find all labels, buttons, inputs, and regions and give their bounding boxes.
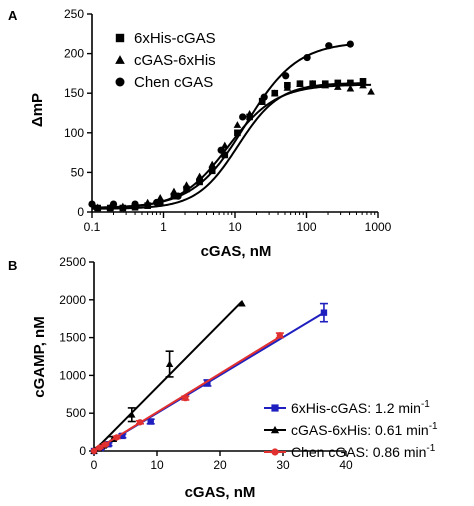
legend-marker-chen-cgas-0-86-min — [271, 448, 279, 456]
data-point-6xhis-cgas-1-2-min — [320, 309, 328, 316]
data-point-chen-cgas — [109, 200, 118, 208]
panel-a-y-tick-label: 250 — [64, 7, 84, 21]
panel-a-label: A — [8, 8, 18, 23]
data-point-cgas-6xhis — [156, 193, 165, 201]
series-line-chen-cgas-0-86-min — [93, 335, 281, 452]
data-point-chen-cgas — [346, 40, 354, 48]
data-point-6xhis-cgas — [183, 185, 190, 193]
panel-a-y-tick-label: 100 — [64, 126, 84, 140]
panel-b-x-axis-title: cGAS, nM — [185, 484, 256, 501]
legend-marker-cgas-6xhis — [115, 55, 125, 64]
data-point-6xhis-cgas-1-2-min — [119, 432, 126, 440]
legend-superscript-chen-cgas-0-86-min: -1 — [426, 443, 435, 454]
panel-b-x-tick-label: 10 — [150, 458, 164, 472]
data-point-chen-cgas — [217, 146, 225, 154]
panel-a-x-tick-label: 0.1 — [84, 220, 101, 234]
legend-marker-6xhis-cgas-1-2-min — [271, 404, 279, 412]
legend-superscript-6xhis-cgas-1-2-min: -1 — [421, 399, 430, 410]
panel-a-y-tick-label: 0 — [77, 205, 84, 219]
data-point-cgas-6xhis — [283, 83, 292, 91]
data-point-chen-cgas — [174, 192, 182, 200]
data-point-cgas-6xhis — [208, 160, 217, 168]
data-point-cgas-6xhis — [308, 79, 317, 87]
panel-b-y-tick-label: 1000 — [59, 368, 86, 382]
legend-superscript-cgas-6xhis-0-61-min: -1 — [429, 421, 438, 432]
panel-b-y-tick-label: 1500 — [59, 331, 86, 345]
data-point-cgas-6xhis — [296, 79, 304, 87]
panel-a-y-tick-label: 50 — [71, 165, 85, 179]
panel-a-y-tick-label: 200 — [64, 47, 84, 61]
data-point-cgas-6xhis — [359, 81, 367, 89]
panel-a-x-axis-title: cGAS, nM — [201, 243, 272, 260]
data-point-chen-cgas-0-86-min — [102, 441, 109, 448]
data-point-chen-cgas — [152, 198, 161, 207]
panel-b-y-tick-label: 2000 — [59, 293, 86, 307]
panel-b-x-tick-label: 20 — [213, 458, 227, 472]
data-point-chen-cgas-0-86-min — [276, 332, 284, 339]
panel-b-y-tick-label: 0 — [79, 444, 86, 458]
panel-b-label: B — [8, 258, 17, 273]
data-point-chen-cgas — [131, 200, 139, 208]
panel-a-y-tick-label: 150 — [64, 86, 84, 100]
data-point-chen-cgas — [196, 176, 204, 184]
data-point-6xhis-cgas — [359, 78, 367, 85]
legend-label-chen-cgas-0-86-min: Chen cGAS: 0.86 min-1 — [291, 443, 436, 460]
data-point-6xhis-cgas — [234, 129, 241, 137]
data-point-chen-cgas-0-86-min — [90, 447, 98, 455]
data-point-chen-cgas — [239, 113, 247, 121]
legend-marker-chen-cgas — [115, 77, 125, 87]
panel-b-x-tick-label: 0 — [91, 458, 98, 472]
data-point-chen-cgas — [303, 53, 311, 62]
data-point-cgas-6xhis — [182, 181, 191, 189]
data-point-cgas-6xhis — [321, 81, 330, 89]
legend-marker-cgas-6xhis-0-61-min — [270, 425, 280, 434]
data-point-cgas-6xhis — [346, 84, 355, 92]
data-point-cgas-6xhis — [334, 83, 342, 90]
data-point-chen-cgas — [260, 93, 268, 101]
data-point-cgas-6xhis-0-61-min — [238, 299, 246, 307]
panel-b-x-tick-label: 30 — [276, 458, 290, 472]
data-point-cgas-6xhis — [367, 87, 375, 95]
legend-label-cgas-6xhis: cGAS-6xHis — [134, 52, 216, 69]
legend-label-6xhis-cgas-1-2-min: 6xHis-cGAS: 1.2 min-1 — [291, 399, 430, 416]
data-point-chen-cgas-0-86-min — [113, 434, 120, 441]
panel-b-y-tick-label: 500 — [66, 406, 86, 420]
series-line-chen-cgas — [91, 43, 351, 209]
panel-a-x-tick-label: 1 — [160, 220, 167, 234]
panel-b-x-tick-label: 40 — [339, 458, 353, 472]
panel-a-plot: 0 50 100 150 200 250 0.1 1 10 100 1000 6xHis-cGAS cG… — [64, 7, 392, 234]
data-point-cgas-6xhis-0-61-min — [165, 360, 174, 368]
data-point-cgas-6xhis — [221, 141, 229, 149]
legend-label-cgas-6xhis-0-61-min: cGAS-6xHis: 0.61 min-1 — [291, 421, 438, 438]
panel-b-plot: 0 500 1000 1500 2000 2500 0 10 20 30 40 6xHis-cGAS:… — [59, 255, 438, 472]
data-point-cgas-6xhis-0-61-min — [128, 411, 136, 418]
panel-a-x-tick-label: 10 — [228, 220, 242, 234]
legend-marker-6xhis-cgas — [115, 33, 125, 43]
data-point-chen-cgas-0-86-min — [96, 444, 103, 451]
legend-label-6xhis-cgas: 6xHis-cGAS — [134, 30, 216, 47]
data-point-chen-cgas — [282, 72, 290, 80]
data-point-6xhis-cgas — [347, 79, 354, 87]
data-point-6xhis-cgas-1-2-min — [204, 379, 211, 387]
legend-label-chen-cgas: Chen cGAS — [134, 74, 213, 91]
data-point-cgas-6xhis — [233, 121, 242, 128]
panel-a-x-tick-label: 1000 — [365, 220, 392, 234]
data-point-chen-cgas — [88, 200, 96, 208]
data-point-cgas-6xhis — [170, 187, 178, 195]
panel-b-y-axis-title: cGAMP, nM — [31, 316, 48, 397]
data-point-cgas-6xhis — [270, 89, 279, 97]
panel-a-x-tick-label: 100 — [296, 220, 316, 234]
panel-a-y-axis-title: ΔmP — [29, 93, 46, 127]
data-point-chen-cgas-0-86-min — [182, 394, 189, 402]
data-point-chen-cgas-0-86-min — [136, 419, 144, 426]
panel-b-y-tick-label: 2500 — [59, 255, 86, 269]
data-point-chen-cgas — [325, 42, 333, 50]
data-point-6xhis-cgas — [334, 79, 342, 87]
data-point-6xhis-cgas-1-2-min — [147, 418, 154, 425]
